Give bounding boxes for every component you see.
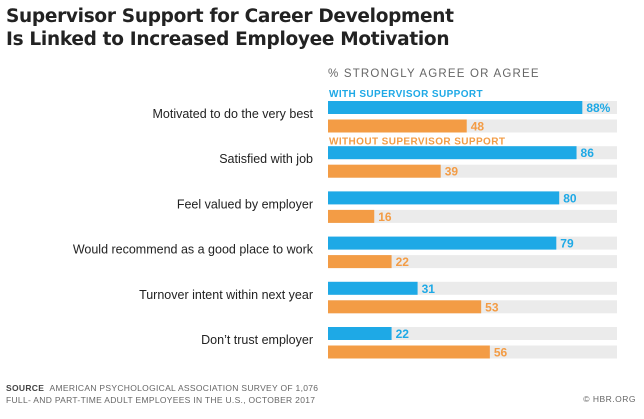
bar-without-support (328, 164, 441, 178)
data-label: 88% (586, 101, 610, 115)
chart-title-line-1: Supervisor Support for Career Developmen… (6, 6, 454, 27)
legend-label: WITH SUPERVISOR SUPPORT (329, 89, 483, 100)
data-label: 48 (471, 120, 485, 134)
bar-with-support (328, 236, 557, 250)
bar-with-support (328, 146, 577, 160)
bar-without-support (328, 119, 467, 133)
bar-without-support (328, 300, 482, 314)
legend-label: WITHOUT SUPERVISOR SUPPORT (329, 137, 505, 148)
category-label: Don’t trust employer (201, 333, 313, 347)
bar-without-support (328, 255, 392, 269)
data-label: 56 (494, 346, 508, 360)
data-label: 31 (422, 282, 436, 296)
data-label: 22 (396, 255, 410, 269)
credit: © HBR.ORG (583, 394, 636, 404)
source-note: SOURCE AMERICAN PSYCHOLOGICAL ASSOCIATIO… (6, 383, 318, 406)
data-label: 53 (485, 300, 499, 314)
data-label: 80 (563, 191, 577, 205)
bar-track (328, 327, 617, 340)
bar-track (328, 255, 617, 269)
bar-track (328, 209, 617, 223)
bar-with-support (328, 191, 560, 205)
chart-subtitle: % STRONGLY AGREE OR AGREE (328, 68, 540, 80)
category-label: Turnover intent within next year (139, 288, 313, 302)
category-label: Would recommend as a good place to work (73, 243, 314, 257)
bar-with-support (328, 101, 583, 114)
data-label: 79 (560, 237, 574, 251)
data-label: 22 (396, 327, 410, 341)
category-label: Satisfied with job (219, 152, 313, 166)
data-label: 39 (445, 165, 459, 179)
bar-without-support (328, 209, 375, 223)
source-line-2: FULL- AND PART-TIME ADULT EMPLOYEES IN T… (6, 394, 316, 405)
bar-with-support (328, 327, 392, 340)
data-label: 86 (581, 146, 595, 160)
source-label: SOURCE (6, 383, 45, 393)
bar-without-support (328, 345, 490, 359)
chart-title: Supervisor Support for Career Developmen… (6, 5, 454, 51)
source-line-1: AMERICAN PSYCHOLOGICAL ASSOCIATION SURVE… (49, 383, 319, 393)
data-label: 16 (378, 210, 392, 224)
category-label: Motivated to do the very best (152, 107, 313, 121)
bar-with-support (328, 281, 418, 295)
chart-title-line-2: Is Linked to Increased Employee Motivati… (6, 29, 450, 50)
category-label: Feel valued by employer (177, 197, 313, 211)
